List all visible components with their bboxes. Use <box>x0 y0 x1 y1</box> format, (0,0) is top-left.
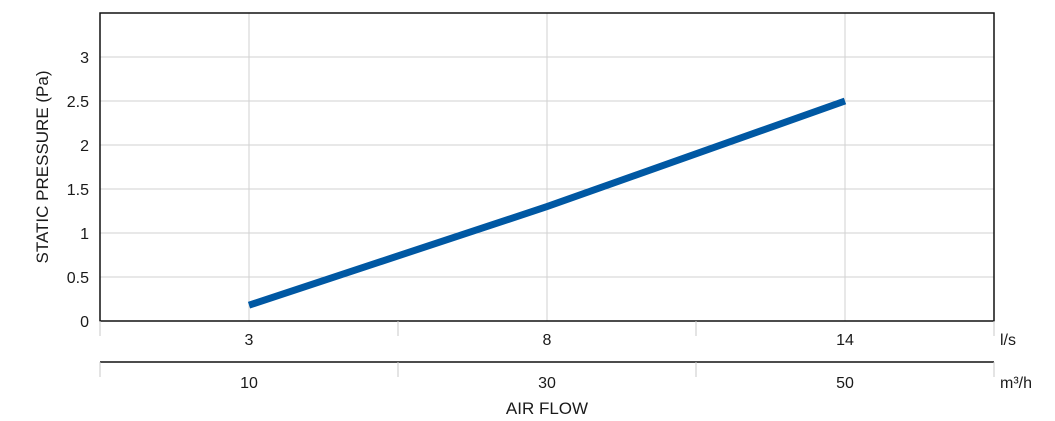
x-tick-labels-primary: 3 8 14 <box>99 321 995 349</box>
y-tick-label: 2 <box>80 138 89 155</box>
x-tick-labels-secondary: 10 30 50 <box>99 362 995 392</box>
static-pressure-line <box>247 97 847 309</box>
x-tick-label-secondary: 10 <box>240 375 258 392</box>
x-tick-label-primary: 3 <box>245 332 254 349</box>
y-tick-label: 3 <box>80 50 89 67</box>
x-tick-label-secondary: 50 <box>836 375 854 392</box>
y-tick-labels: 0 0.5 1 1.5 2 2.5 3 <box>67 50 89 331</box>
x-axis-unit-secondary: m³/h <box>1000 375 1032 392</box>
y-tick-label: 1 <box>80 226 89 243</box>
plot-frame <box>99 12 995 322</box>
y-tick-label: 2.5 <box>67 94 89 111</box>
y-tick-label: 0 <box>80 314 89 331</box>
series-layer <box>247 97 847 309</box>
x-tick-label-primary: 8 <box>543 332 552 349</box>
y-tick-label: 0.5 <box>67 270 89 287</box>
y-tick-label: 1.5 <box>67 182 89 199</box>
x-axis-title: AIR FLOW <box>506 399 588 418</box>
y-axis-title: STATIC PRESSURE (Pa) <box>33 70 52 263</box>
x-tick-label-secondary: 30 <box>538 375 556 392</box>
gridlines <box>100 13 994 321</box>
x-axis-unit-primary: l/s <box>1000 332 1016 349</box>
x-tick-label-primary: 14 <box>836 332 854 349</box>
